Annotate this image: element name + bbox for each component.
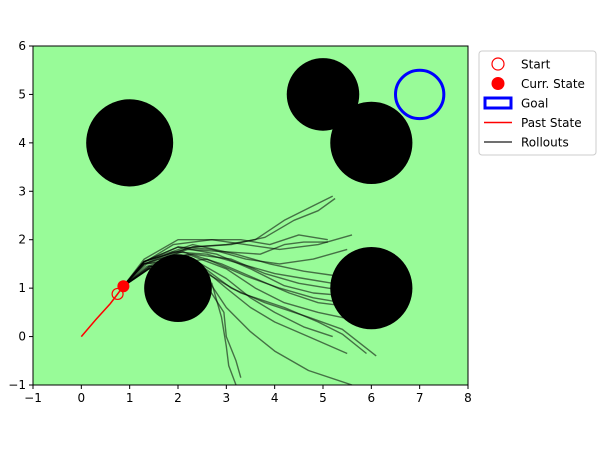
legend-label-goal: Goal — [521, 97, 548, 111]
x-tick-label: 5 — [319, 391, 327, 405]
legend-start-icon — [491, 57, 505, 71]
x-tick-label: 6 — [368, 391, 376, 405]
rollouts-group — [122, 195, 377, 386]
obstacle-3 — [330, 101, 413, 185]
current-state-marker — [117, 280, 130, 293]
past-state-line — [80, 285, 125, 338]
start-marker — [111, 287, 124, 301]
y-tick-label: −1 — [8, 378, 26, 392]
legend-label-rollouts: Rollouts — [521, 136, 569, 150]
x-tick-label: −1 — [24, 391, 42, 405]
rollout-4 — [122, 234, 328, 287]
x-tick-label: 0 — [78, 391, 86, 405]
legend-box — [478, 50, 597, 156]
y-tick-label: 5 — [18, 87, 26, 101]
rollout-12 — [122, 241, 328, 287]
rollout-17 — [123, 268, 353, 386]
obstacle-1 — [86, 99, 174, 187]
x-tick-label: 3 — [223, 391, 231, 405]
axis-ticks: −1 0 1 2 3 4 5 6 7 8 −1 0 1 2 3 4 5 6 — [8, 39, 472, 405]
goal-region — [394, 68, 446, 121]
markers — [80, 68, 446, 338]
rollout-13 — [122, 258, 333, 338]
legend-label-curr: Curr. State — [521, 77, 585, 91]
legend-current-icon — [491, 77, 505, 90]
y-tick-label: 3 — [18, 184, 26, 198]
legend-label-start: Start — [521, 58, 551, 72]
rollout-7 — [122, 253, 353, 321]
rollout-16 — [123, 268, 367, 355]
axes-frame — [32, 45, 469, 386]
y-tick-label: 4 — [18, 136, 26, 150]
plot-background — [33, 46, 468, 385]
y-tick-label: 1 — [18, 281, 26, 295]
y-tick-label: 6 — [18, 39, 26, 53]
x-tick-label: 8 — [464, 391, 472, 405]
rollout-11 — [122, 197, 336, 287]
y-tick-label: 0 — [18, 330, 26, 344]
y-tick-label: 2 — [18, 233, 26, 247]
rollout-20 — [122, 258, 372, 309]
obstacle-2 — [286, 58, 360, 131]
axes-border — [32, 45, 469, 386]
legend: Start Curr. State Goal Past State Rollouts — [478, 50, 597, 156]
obstacle-5 — [330, 246, 413, 330]
x-tick-label: 2 — [174, 391, 182, 405]
legend-goal-icon — [483, 96, 513, 110]
x-tick-label: 4 — [271, 391, 279, 405]
x-tick-label: 1 — [126, 391, 134, 405]
plot-area — [33, 46, 468, 385]
legend-label-past: Past State — [521, 116, 582, 130]
x-tick-label: 7 — [416, 391, 424, 405]
